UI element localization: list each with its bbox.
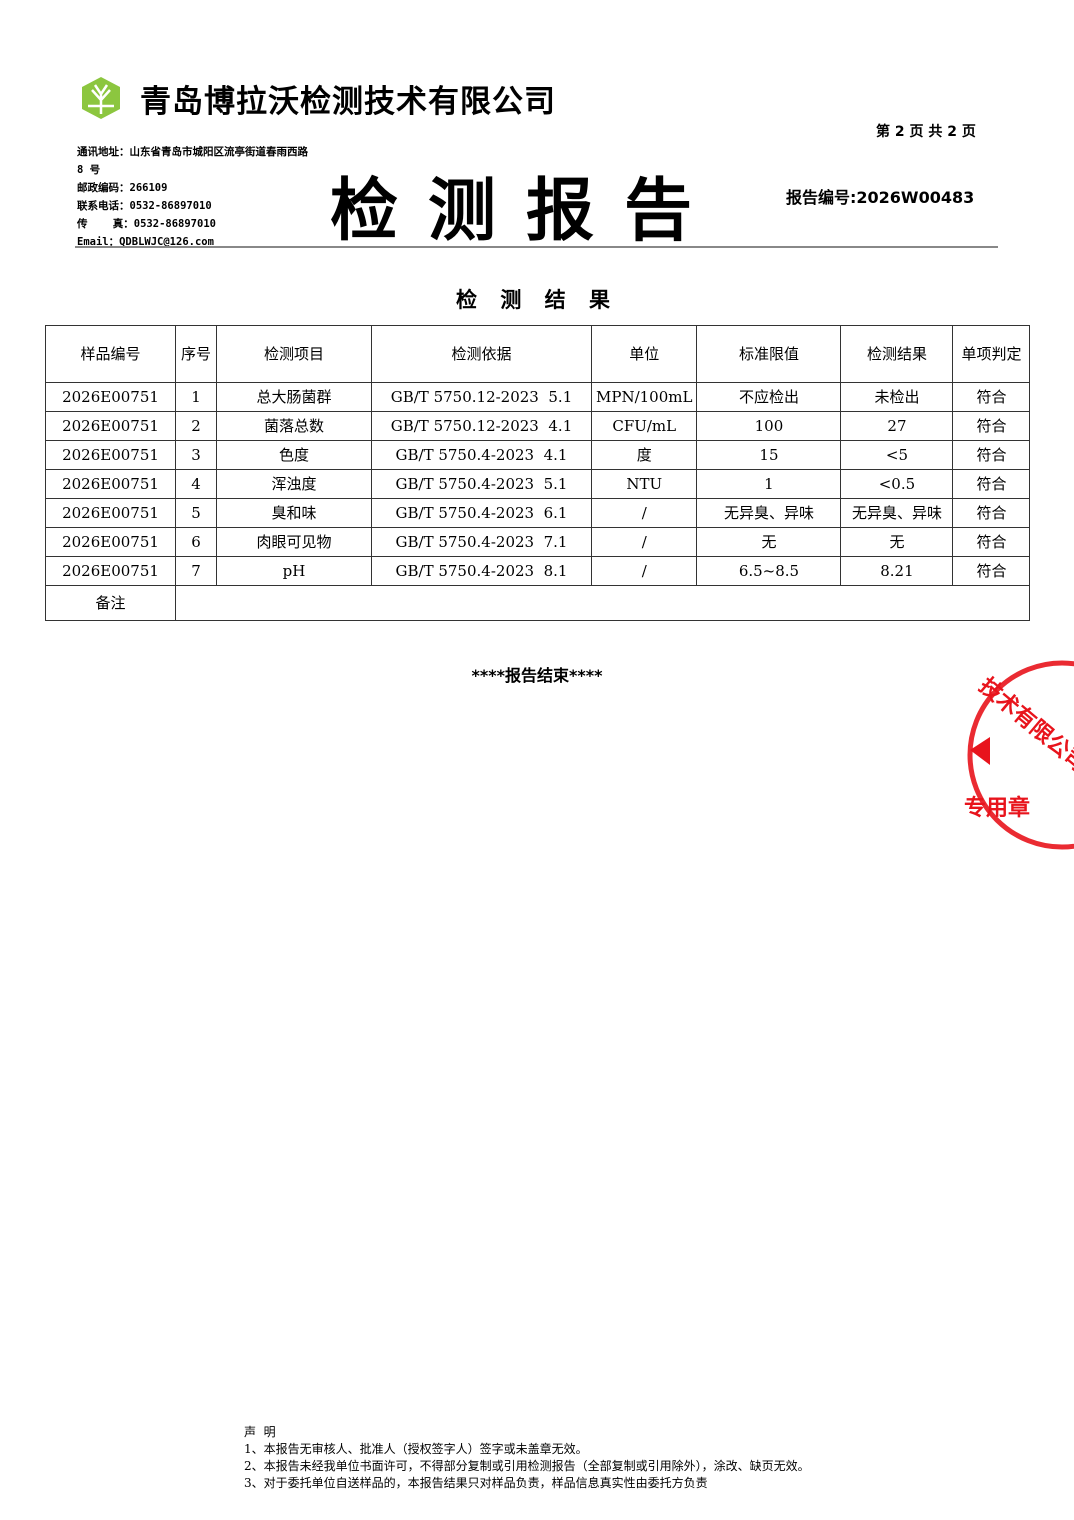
remarks-label: 备注 [45, 585, 176, 621]
page-indicator: 第 2 页 共 2 页 [876, 124, 976, 140]
table-row: 2026E00751 1 总大肠菌群 GB/T 5750.12-2023 5.1 MPN… [45, 382, 1031, 412]
table-row: 2026E00751 5 臭和味 GB/T 5750.4-2023 6.1/无异臭、异… [45, 498, 1031, 528]
table-cell: 度 [590, 440, 698, 470]
company-logo-icon [82, 77, 120, 119]
table-cell: 2 [175, 411, 217, 441]
column-header: 单项判定 [952, 325, 1031, 383]
table-row: 2026E00751 4 浑浊度 GB/T 5750.4-2023 5.1 NTU 1 <0… [45, 469, 1031, 499]
table-cell: GB/T 5750.4-2023 5.1 [371, 469, 592, 499]
table-cell: 3 [175, 440, 217, 470]
table-cell: 臭和味 [216, 498, 372, 528]
table-cell: 2026E00751 [45, 527, 176, 557]
column-header: 单位 [590, 325, 698, 383]
table-cell: 100 [696, 411, 842, 441]
table-cell: 2026E00751 [45, 440, 176, 470]
table-cell: 肉眼可见物 [216, 527, 372, 557]
table-cell: 6.5~8.5 [696, 556, 842, 586]
table-cell: GB/T 5750.12-2023 4.1 [371, 411, 592, 441]
column-header: 检测项目 [216, 325, 372, 383]
disclaimer-item: 2、本报告未经我单位书面许可，不得部分复制或引用检测报告（全部复制或引用除外），… [244, 1459, 810, 1473]
disclaimer-item: 1、本报告无审核人、批准人（授权签字人）签字或未盖章无效。 [244, 1442, 588, 1456]
company-name: 青岛博拉沃检测技术有限公司 [140, 84, 556, 120]
table-cell: 符合 [952, 411, 1031, 441]
column-header: 标准限值 [696, 325, 842, 383]
table-cell: / [590, 527, 698, 557]
address-line: 通讯地址：山东省青岛市城阳区流亭街道春雨西路 [77, 146, 308, 158]
table-cell: MPN/100mL [590, 382, 698, 412]
table-cell: 符合 [952, 440, 1031, 470]
table-cell: / [590, 498, 698, 528]
results-table: 样品编号 序号 检测项目 检测依据 单位 标准限值 检测结果 单项判定 2026E00751 1 总… [45, 325, 1031, 621]
column-header: 检测结果 [840, 325, 954, 383]
header-divider [75, 246, 998, 248]
table-cell: 无异臭、异味 [696, 498, 842, 528]
table-cell: 菌落总数 [216, 411, 372, 441]
table-cell: 2026E00751 [45, 498, 176, 528]
table-cell: / [590, 556, 698, 586]
remarks-row: 备注 [45, 585, 1031, 621]
table-cell: 4 [175, 469, 217, 499]
table-cell: 2026E00751 [45, 411, 176, 441]
table-cell: 无异臭、异味 [840, 498, 954, 528]
table-cell: 无 [696, 527, 842, 557]
disclaimer: 声 明 1、本报告无审核人、批准人（授权签字人）签字或未盖章无效。 2、本报告未… [244, 1424, 810, 1492]
table-cell: 无 [840, 527, 954, 557]
column-header: 检测依据 [371, 325, 592, 383]
table-cell: 色度 [216, 440, 372, 470]
table-cell: 15 [696, 440, 842, 470]
table-cell: 6 [175, 527, 217, 557]
postal-code: 邮政编码：266109 [77, 182, 168, 194]
table-cell: 5 [175, 498, 217, 528]
column-header: 样品编号 [45, 325, 176, 383]
table-cell: 符合 [952, 527, 1031, 557]
table-cell: 1 [175, 382, 217, 412]
table-cell: GB/T 5750.4-2023 6.1 [371, 498, 592, 528]
table-cell: 浑浊度 [216, 469, 372, 499]
disclaimer-title: 声 明 [244, 1425, 276, 1439]
report-end-marker: ****报告结束**** [471, 666, 603, 685]
table-cell: 符合 [952, 382, 1031, 412]
table-cell: CFU/mL [590, 411, 698, 441]
table-cell: GB/T 5750.4-2023 4.1 [371, 440, 592, 470]
table-cell: 7 [175, 556, 217, 586]
table-cell: 符合 [952, 498, 1031, 528]
phone: 联系电话：0532-86897010 [77, 200, 212, 212]
official-seal-stamp: 技术有限公司 专用章 [964, 660, 1074, 850]
table-cell: 2026E00751 [45, 469, 176, 499]
column-header: 序号 [175, 325, 217, 383]
table-row: 2026E00751 3 色度 GB/T 5750.4-2023 4.1 度 15 <5 符合 [45, 440, 1031, 470]
table-cell: 27 [840, 411, 954, 441]
table-cell: pH [216, 556, 372, 586]
table-cell: 2026E00751 [45, 382, 176, 412]
table-cell: NTU [590, 469, 698, 499]
disclaimer-item: 3、对于委托单位自送样品的，本报告结果只对样品负责，样品信息真实性由委托方负责 [244, 1476, 708, 1490]
table-cell: GB/T 5750.12-2023 5.1 [371, 382, 592, 412]
table-cell: 总大肠菌群 [216, 382, 372, 412]
report-title: 检测报告 [330, 171, 723, 251]
table-cell: <5 [840, 440, 954, 470]
section-title: 检 测 结 果 [456, 288, 618, 312]
table-cell: GB/T 5750.4-2023 8.1 [371, 556, 592, 586]
remarks-value [174, 585, 1031, 621]
table-header-row: 样品编号 序号 检测项目 检测依据 单位 标准限值 检测结果 单项判定 [45, 325, 1031, 383]
table-row: 2026E00751 7 pH GB/T 5750.4-2023 8.1/6.5~8.… [45, 556, 1031, 586]
table-cell: 不应检出 [696, 382, 842, 412]
table-cell: 1 [696, 469, 842, 499]
email: Email：QDBLWJC@126.com [77, 236, 214, 248]
table-cell: 符合 [952, 556, 1031, 586]
report-number: 报告编号:2026W00483 [786, 188, 975, 207]
table-cell: 2026E00751 [45, 556, 176, 586]
table-cell: GB/T 5750.4-2023 7.1 [371, 527, 592, 557]
table-cell: 符合 [952, 469, 1031, 499]
table-cell: 8.21 [840, 556, 954, 586]
table-cell: 未检出 [840, 382, 954, 412]
svg-text:专用章: 专用章 [964, 795, 1030, 821]
fax: 传 真：0532-86897010 [77, 218, 216, 230]
table-cell: <0.5 [840, 469, 954, 499]
table-row: 2026E00751 2 菌落总数 GB/T 5750.12-2023 4.1 CFU/… [45, 411, 1031, 441]
address-line-2: 8 号 [77, 164, 101, 176]
table-row: 2026E00751 6 肉眼可见物 GB/T 5750.4-2023 7.1/无无符… [45, 527, 1031, 557]
